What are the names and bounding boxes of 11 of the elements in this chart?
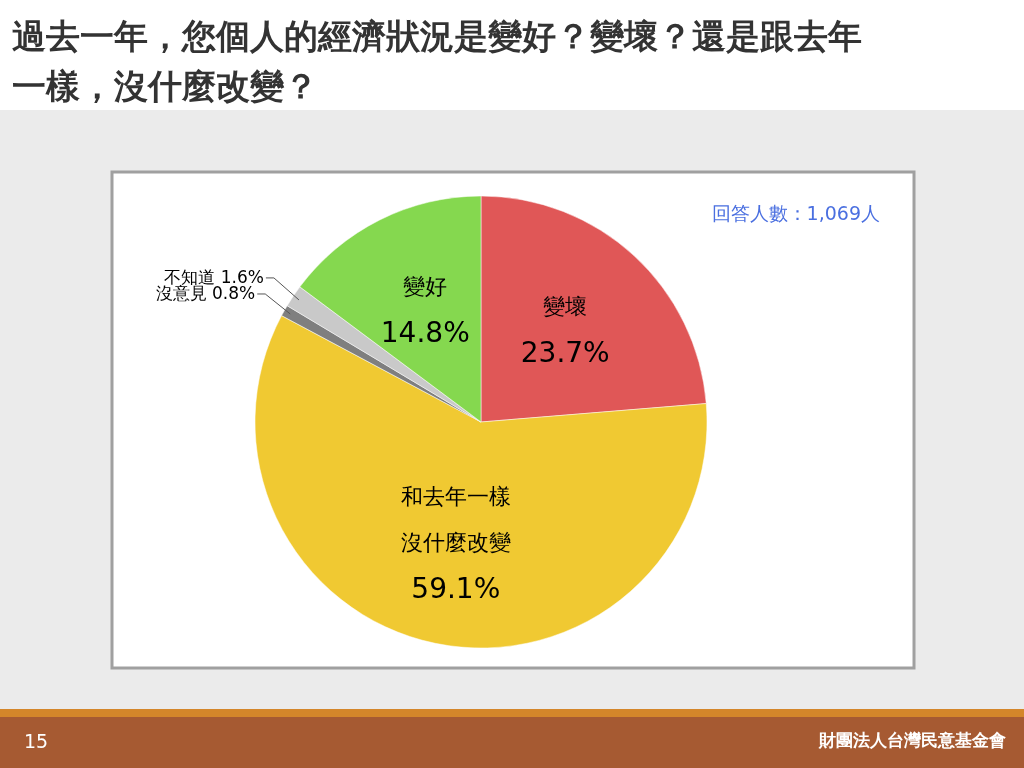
data-label: 1.6% bbox=[220, 266, 264, 287]
data-label: 59.1% bbox=[411, 571, 501, 605]
text: 回答人數：1,069人 bbox=[711, 202, 880, 224]
slice-label: 變壞 bbox=[543, 293, 588, 319]
data-label: 23.7% bbox=[520, 335, 610, 369]
data-label: 14.8% bbox=[380, 315, 470, 349]
slice-label: 變好 bbox=[403, 273, 448, 299]
slice-label: 和去年一樣沒什麼改變 bbox=[400, 483, 511, 555]
chart-title: 過去一年，您個人的經濟狀況是變好？變壞？還是跟去年一樣，沒什麼改變？ bbox=[12, 16, 862, 106]
text: 財團法人台灣民意基金會 bbox=[818, 730, 1006, 750]
text: 15 bbox=[24, 730, 49, 752]
